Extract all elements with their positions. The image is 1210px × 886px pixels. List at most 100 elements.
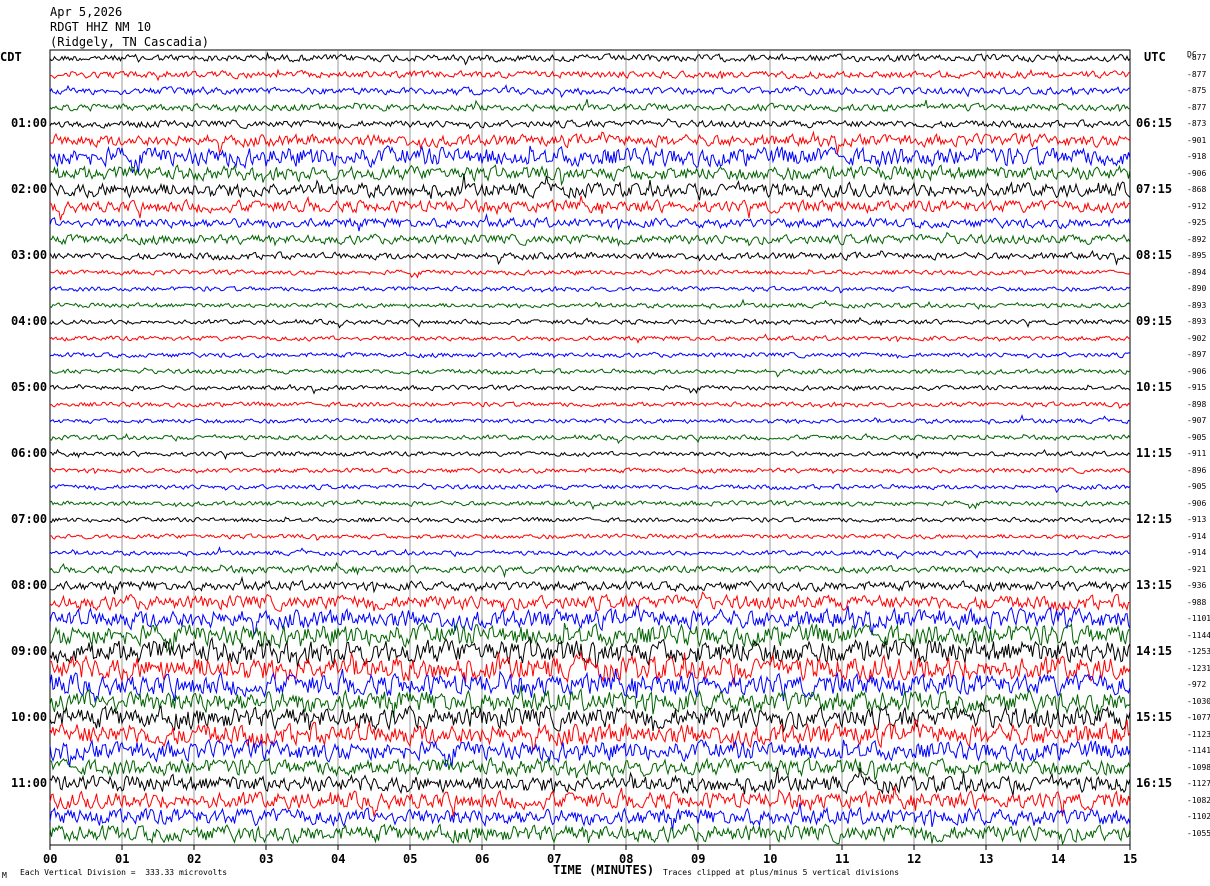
seismic-trace — [49, 383, 1131, 395]
scale-note: Each Vertical Division = 333.33 microvol… — [20, 868, 228, 877]
seismic-trace — [49, 367, 1131, 378]
seismic-trace — [49, 333, 1131, 344]
x-tick-label: 13 — [979, 852, 994, 866]
dc-offset-label: -905 — [1187, 432, 1207, 442]
seismic-trace — [49, 249, 1131, 266]
dc-offset-label: -890 — [1187, 284, 1207, 293]
dc-offset-label: -921 — [1187, 564, 1207, 574]
seismic-trace — [49, 51, 1131, 66]
left-time-label: 02:00 — [11, 182, 48, 196]
seismic-trace — [49, 483, 1131, 494]
dc-offset-label: -936 — [1187, 581, 1207, 590]
x-tick-label: 01 — [115, 852, 130, 866]
clip-note: Traces clipped at plus/minus 5 vertical … — [663, 868, 900, 877]
dc-offset-label: -906 — [1187, 366, 1207, 376]
seismic-trace — [49, 173, 1131, 201]
dc-offset-label: -988 — [1187, 597, 1207, 607]
right-time-label: 15:15 — [1136, 710, 1173, 724]
seismic-trace — [50, 533, 1131, 541]
dc-header-label: DC — [1187, 50, 1197, 59]
x-tick-label: 11 — [835, 852, 850, 866]
dc-offset-label: -906 — [1187, 168, 1207, 178]
x-tick-label: 03 — [259, 852, 274, 866]
seismic-trace — [49, 467, 1131, 475]
dc-offset-label: -925 — [1187, 218, 1207, 227]
seismic-trace — [49, 591, 1131, 613]
dc-offset-label: -893 — [1187, 300, 1207, 310]
x-tick-label: 05 — [403, 852, 418, 866]
right-time-label: 11:15 — [1136, 446, 1173, 460]
dc-offset-label: -913 — [1187, 515, 1207, 524]
left-time-label: 10:00 — [11, 710, 48, 724]
seismic-trace — [49, 212, 1131, 232]
x-tick-label: 08 — [619, 852, 634, 866]
seismic-trace — [49, 785, 1131, 817]
x-tick-label: 09 — [691, 852, 706, 866]
seismic-trace — [49, 99, 1131, 113]
x-tick-label: 06 — [475, 852, 490, 866]
dc-offset-label: -1253 — [1187, 647, 1210, 656]
seismic-trace — [49, 231, 1131, 248]
left-time-label: 03:00 — [11, 248, 48, 262]
dc-offset-label: -894 — [1187, 267, 1207, 277]
x-tick-label: 12 — [907, 852, 922, 866]
dc-offset-label: -1141 — [1187, 746, 1210, 755]
dc-offset-label: -1231 — [1187, 663, 1210, 673]
seismic-trace — [49, 701, 1131, 734]
seismic-trace — [49, 652, 1131, 685]
seismic-trace — [49, 68, 1131, 82]
x-tick-label: 07 — [547, 852, 562, 866]
right-time-label: 09:15 — [1136, 314, 1173, 328]
right-time-label: 16:15 — [1136, 776, 1173, 790]
seismic-trace — [49, 516, 1131, 524]
dc-offset-label: -877 — [1187, 53, 1207, 62]
seismic-trace — [49, 636, 1131, 669]
dc-offset-label: -896 — [1187, 465, 1207, 475]
seismic-trace — [49, 738, 1131, 768]
seismic-trace — [49, 130, 1131, 154]
dc-offset-label: -902 — [1187, 333, 1207, 343]
dc-offset-label: -892 — [1187, 234, 1207, 244]
dc-offset-label: -893 — [1187, 317, 1207, 326]
dc-offset-label: -875 — [1187, 86, 1207, 95]
seismic-trace — [49, 164, 1131, 187]
seismic-trace — [49, 433, 1131, 445]
left-time-label: 04:00 — [11, 314, 48, 328]
header-date: Apr 5,2026 — [50, 5, 123, 19]
right-time-label: 10:15 — [1136, 380, 1173, 394]
right-time-label: 08:15 — [1136, 248, 1173, 262]
seismic-trace — [49, 298, 1131, 310]
seismic-trace — [49, 718, 1131, 753]
left-time-label: 01:00 — [11, 116, 48, 130]
x-tick-label: 00 — [43, 852, 58, 866]
dc-offset-label: -1082 — [1187, 795, 1210, 805]
seismic-trace — [49, 118, 1131, 130]
dc-offset-label: -907 — [1187, 416, 1207, 425]
dc-offset-label: -918 — [1187, 152, 1207, 161]
header-station: RDGT HHZ NM 10 — [50, 20, 152, 34]
dc-offset-label: -1055 — [1187, 828, 1210, 838]
seismic-trace — [49, 316, 1131, 329]
seismic-trace — [49, 622, 1131, 654]
dc-offset-label: -914 — [1187, 548, 1207, 557]
plot-frame — [49, 49, 1131, 846]
left-timezone-label: CDT — [0, 50, 22, 64]
dc-offset-label: -905 — [1187, 482, 1207, 491]
seismic-trace — [49, 668, 1131, 703]
seismic-trace — [49, 767, 1131, 797]
seismic-trace — [49, 413, 1131, 425]
left-time-label: 08:00 — [11, 578, 48, 592]
dc-offset-label: -906 — [1187, 498, 1207, 508]
dc-offset-label: -868 — [1187, 185, 1207, 194]
dc-offset-label: -1077 — [1187, 713, 1210, 722]
seismic-trace — [49, 145, 1131, 174]
seismic-trace — [49, 195, 1131, 221]
seismic-trace — [49, 575, 1131, 595]
dc-offset-label: -1123 — [1187, 729, 1210, 739]
dc-offset-label: -895 — [1187, 251, 1207, 260]
dc-offset-label: -911 — [1187, 449, 1207, 458]
seismic-trace — [49, 561, 1131, 579]
dc-offset-label: -1144 — [1187, 630, 1210, 640]
seismic-trace — [49, 545, 1131, 560]
